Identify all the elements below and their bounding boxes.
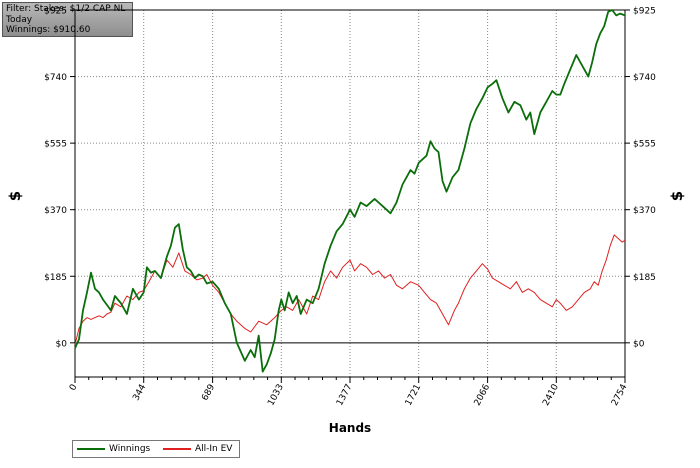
chart-legend: Winnings All-In EV <box>72 440 240 458</box>
y-tick-label-left: $185 <box>44 273 67 283</box>
filter-date-text: Today <box>6 14 33 25</box>
winnings-total-text: Winnings: $910.60 <box>6 25 91 35</box>
legend-label-winnings: Winnings <box>109 444 151 454</box>
filter-info-box: Filter: Stakes: $1/2 CAP NL Today Winnin… <box>2 2 133 37</box>
grid <box>75 9 625 377</box>
filter-stakes-text: Filter: Stakes: $1/2 CAP NL <box>6 4 126 14</box>
y-tick-label-right: $740 <box>633 73 656 83</box>
x-tick-label: 689 <box>200 382 217 402</box>
x-tick-label: 344 <box>131 382 148 402</box>
legend-swatch-allin-ev <box>163 448 191 450</box>
series-line-winnings <box>74 9 626 373</box>
y-tick-label-right: $925 <box>633 7 656 17</box>
y-axis-label-right: $ <box>668 191 686 201</box>
y-tick-label-left: $740 <box>44 73 67 83</box>
x-tick-label: 2066 <box>473 382 493 407</box>
series-lines <box>74 9 626 373</box>
y-axis-left-ticks: $0 $185 $370 $555 $740 $925 <box>44 7 75 349</box>
x-tick-label: 2754 <box>610 382 630 407</box>
y-axis-label-left: $ <box>6 191 24 201</box>
y-tick-label-right: $370 <box>633 206 656 216</box>
y-tick-label-left: $555 <box>44 140 67 150</box>
y-tick-label-left: $925 <box>44 7 67 17</box>
x-tick-label: 1033 <box>266 383 286 408</box>
legend-item-allin-ev: All-In EV <box>163 443 232 455</box>
x-axis-label: Hands <box>329 421 371 435</box>
y-tick-label-left: $370 <box>44 206 67 216</box>
y-axis-right-ticks: $0 $185 $370 $555 $740 $925 <box>625 7 656 349</box>
legend-item-winnings: Winnings <box>77 443 150 455</box>
x-tick-label: 0 <box>68 382 80 392</box>
series-line-allin-ev <box>74 234 626 345</box>
x-axis-ticks: 0 344 689 1033 1377 1721 2066 2410 2754 <box>68 377 630 408</box>
legend-label-allin-ev: All-In EV <box>195 444 233 454</box>
x-tick-label: 2410 <box>541 382 561 407</box>
y-tick-label-left: $0 <box>56 339 68 349</box>
y-tick-label-right: $185 <box>633 273 656 283</box>
x-tick-label: 1377 <box>335 383 355 408</box>
x-tick-label: 1721 <box>404 383 424 408</box>
y-tick-label-right: $555 <box>633 140 656 150</box>
y-tick-label-right: $0 <box>633 339 645 349</box>
legend-swatch-winnings <box>77 448 105 450</box>
